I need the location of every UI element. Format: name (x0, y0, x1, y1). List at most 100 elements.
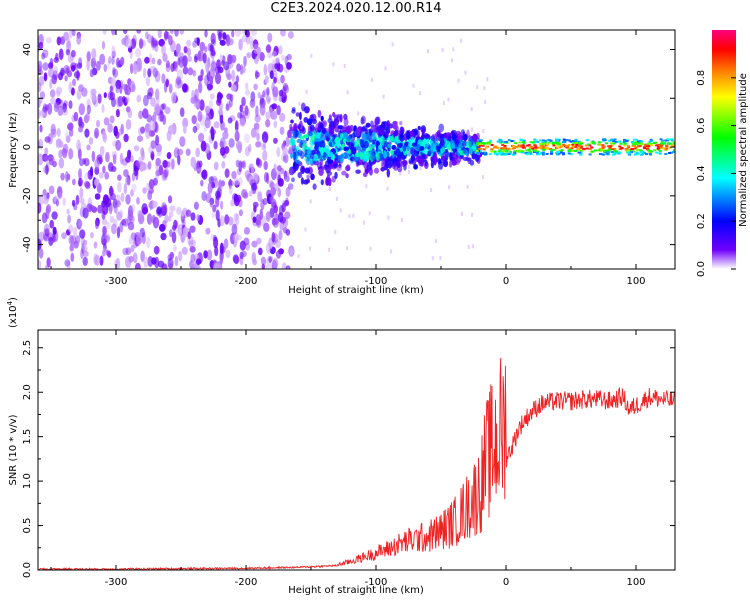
spectrogram-cell (84, 172, 89, 181)
spectrogram-cell (562, 143, 566, 146)
spectrogram-cell (248, 144, 252, 152)
spectrogram-cell (661, 139, 665, 142)
spectrogram-cell (447, 97, 450, 102)
spectrogram-cell (235, 213, 240, 226)
spectrogram-cell (498, 149, 502, 152)
spectrogram-cell (319, 123, 324, 129)
spectrogram-cell (578, 145, 582, 148)
spectrogram-cell (120, 123, 124, 135)
spectrogram-cell (666, 138, 670, 141)
spectrogram-cell (339, 208, 342, 213)
spectrogram-cell (196, 37, 200, 46)
spectrogram-cell (187, 47, 191, 57)
spectrogram-cell (287, 31, 294, 39)
spectrogram-cell (288, 146, 293, 154)
spectrogram-cell (142, 207, 149, 214)
spectrogram-cell (240, 65, 246, 74)
spectrogram-cell (171, 92, 177, 104)
spectrogram-cell (673, 145, 675, 148)
spectrogram-cell (556, 138, 559, 141)
spectrogram-cell (231, 30, 235, 38)
spectrogram-cell (127, 209, 134, 222)
spectrogram-cell (218, 179, 223, 189)
spectrogram-cell (462, 148, 467, 155)
spectrogram-cell (560, 151, 564, 154)
spectrogram-cell (217, 92, 224, 100)
spectrogram-cell (164, 81, 168, 93)
spectrogram-cell (310, 53, 313, 58)
spectrogram-cell (501, 152, 505, 155)
spectrogram-cell (250, 30, 257, 36)
spectrogram-cell (94, 178, 100, 187)
spectrogram-cell (632, 138, 636, 141)
y-tick-label-bottom: 2.0 (22, 384, 33, 400)
spectrogram-cell (103, 64, 108, 72)
spectrogram-cell (261, 263, 265, 269)
spectrogram-cell (290, 119, 294, 124)
spectrogram-cell (198, 81, 203, 94)
colorbar-ticks: 0.0 0.2 0.4 0.6 0.8 (696, 70, 736, 277)
spectrogram-cell (170, 63, 175, 73)
spectrogram-cell (313, 153, 319, 162)
spectrogram-cell (656, 147, 660, 150)
spectrogram-cell (660, 141, 664, 144)
spectrogram-cell (362, 172, 368, 178)
spectrogram-cell (104, 171, 110, 180)
spectrogram-cell (223, 238, 229, 249)
spectrogram-cell (406, 145, 411, 151)
spectrogram-cell (48, 185, 55, 195)
spectrogram-cell (541, 145, 545, 148)
spectrogram-cell (245, 82, 249, 90)
spectrogram-cell (430, 135, 436, 141)
spectrogram-cell (493, 152, 497, 155)
spectrogram-cell (623, 142, 627, 145)
spectrogram-cell (83, 158, 90, 167)
spectrogram-cell (534, 139, 538, 142)
spectrogram-cell (160, 232, 167, 241)
spectrogram-cell (251, 240, 258, 248)
spectrogram-cell (154, 70, 161, 83)
spectrogram-cell (161, 202, 167, 215)
spectrogram-cell (263, 160, 269, 171)
spectrogram-cell (115, 108, 120, 118)
spectrogram-cell (50, 89, 56, 98)
spectrogram-cell (341, 125, 348, 133)
spectrogram-cell (191, 115, 197, 125)
spectrogram-cell (439, 255, 442, 260)
spectrogram-cell (255, 141, 262, 148)
spectrogram-cell (613, 138, 617, 141)
spectrogram-cell (448, 185, 451, 190)
spectrogram-cell (298, 101, 301, 106)
page-title: C2E3.2024.020.12.00.R14 (270, 1, 442, 16)
spectrogram-cell (219, 140, 224, 148)
spectrogram-cell (295, 112, 300, 117)
spectrogram-cell (198, 132, 205, 143)
spectrogram-cell (231, 69, 236, 82)
spectrogram-cell (539, 142, 542, 145)
spectrogram-cell (467, 157, 471, 165)
spectrogram-cell (269, 70, 274, 79)
spectrogram-cell (112, 68, 119, 78)
spectrogram-cell (161, 103, 166, 110)
spectrogram-cell (401, 218, 403, 223)
spectrogram-cell (373, 167, 380, 174)
spectrogram-cell (241, 160, 247, 170)
spectrogram-cell (405, 130, 410, 136)
spectrogram-cell (279, 126, 285, 135)
spectrogram-cell (112, 67, 116, 76)
spectrogram-cell (185, 209, 192, 217)
spectrogram-cell (381, 159, 386, 167)
spectrogram-cell (541, 139, 545, 142)
colorbar-tick-label: 0.0 (696, 261, 707, 277)
spectrogram-cell (94, 193, 101, 200)
spectrogram-cell (637, 152, 641, 155)
spectrogram-cell (645, 145, 649, 148)
spectrogram-cell (608, 146, 612, 149)
spectrogram-cell (515, 145, 518, 148)
spectrogram-cell (374, 118, 378, 126)
spectrogram-cell (38, 108, 41, 119)
spectrogram-cell (543, 141, 547, 144)
spectrogram-cell (275, 239, 281, 249)
spectrogram-cell (313, 159, 319, 166)
spectrogram-cell (155, 88, 160, 100)
